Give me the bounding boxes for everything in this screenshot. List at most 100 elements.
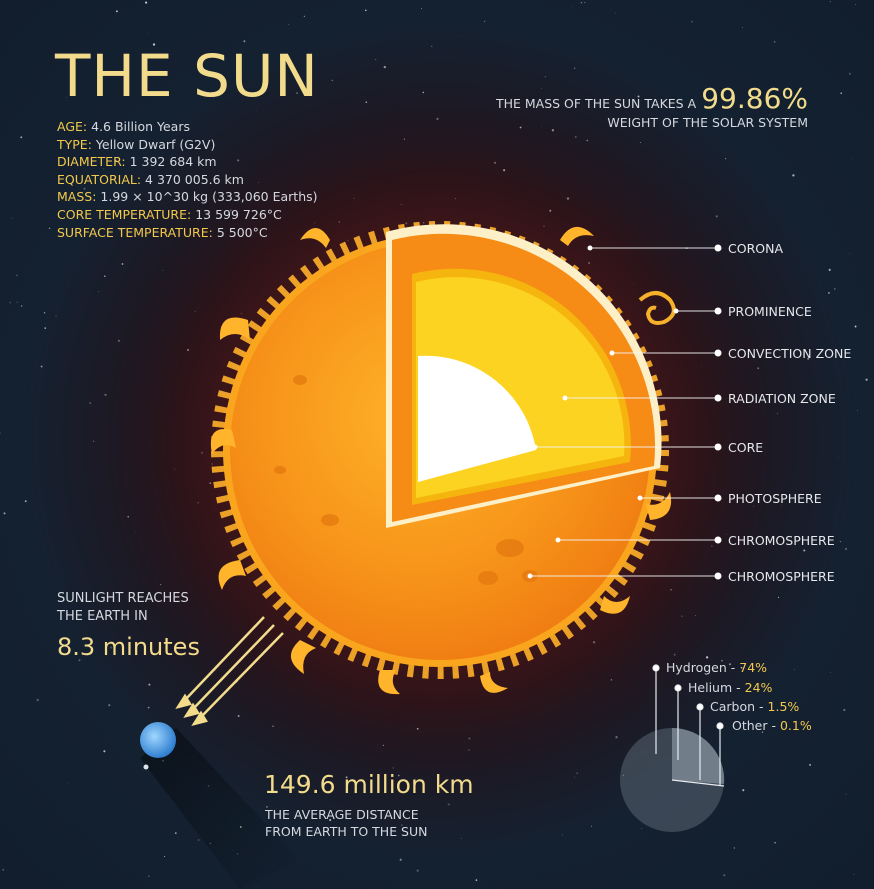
star: [83, 187, 86, 190]
star: [145, 1, 148, 4]
distance-line-1: THE AVERAGE DISTANCE: [265, 807, 419, 822]
fact-age: AGE: 4.6 Billion Years: [57, 118, 318, 136]
star: [331, 79, 334, 82]
star: [121, 263, 124, 265]
star: [16, 301, 18, 303]
mass-note-suffix: WEIGHT OF THE SOLAR SYSTEM: [607, 115, 808, 130]
star: [114, 159, 117, 162]
composition-element: Helium: [688, 680, 733, 695]
star: [397, 774, 400, 777]
star: [198, 839, 200, 841]
star: [853, 873, 855, 876]
star: [364, 9, 367, 12]
star: [769, 539, 771, 541]
star: [110, 646, 113, 649]
layer-leader-lines: [530, 247, 718, 577]
star: [640, 827, 642, 829]
distance-caption: THE AVERAGE DISTANCE FROM EARTH TO THE S…: [265, 806, 428, 840]
star: [20, 136, 23, 139]
prominence-swirl: [638, 291, 676, 325]
star: [774, 842, 776, 844]
star: [773, 41, 776, 43]
fact-key: AGE:: [57, 119, 88, 134]
star: [551, 129, 555, 132]
star: [255, 109, 257, 111]
star: [724, 157, 727, 160]
star: [775, 305, 777, 307]
star: [257, 887, 258, 889]
star: [104, 275, 106, 277]
star: [615, 736, 618, 739]
star: [740, 666, 743, 669]
star: [89, 402, 92, 405]
star: [848, 72, 851, 75]
star: [838, 456, 839, 458]
star: [129, 148, 131, 150]
leader-dots: [527, 244, 722, 580]
star: [67, 782, 68, 784]
star: [742, 789, 745, 792]
sunlight-line-1: SUNLIGHT REACHES: [57, 591, 189, 606]
star: [857, 410, 858, 412]
earth-shadow: [140, 728, 300, 889]
star: [794, 669, 796, 671]
star: [108, 704, 111, 707]
star: [803, 549, 806, 552]
label-core: CORE: [728, 440, 764, 455]
star: [118, 198, 120, 200]
composition-element: Hydrogen: [666, 660, 727, 675]
star: [840, 92, 842, 94]
star: [541, 126, 542, 128]
star: [104, 393, 107, 397]
star: [829, 1, 831, 3]
star: [573, 67, 576, 69]
star: [562, 834, 563, 836]
star: [484, 20, 486, 22]
star: [830, 671, 831, 673]
star: [92, 440, 95, 442]
star: [839, 541, 842, 543]
star: [116, 642, 118, 645]
star: [580, 1, 583, 4]
star: [827, 291, 830, 294]
star: [574, 776, 576, 778]
star: [148, 683, 151, 686]
star: [729, 663, 731, 666]
star: [791, 711, 793, 713]
star: [303, 15, 305, 17]
star: [304, 781, 307, 784]
star: [843, 708, 846, 712]
star: [345, 776, 348, 779]
star: [431, 45, 433, 47]
star: [571, 6, 573, 8]
star: [365, 101, 368, 104]
star: [586, 139, 589, 142]
star: [691, 21, 693, 23]
star: [855, 4, 857, 5]
star: [266, 806, 268, 808]
composition-element: Other: [732, 718, 768, 733]
fact-key: CORE TEMPERATURE:: [57, 206, 192, 222]
star: [78, 659, 81, 662]
star: [591, 825, 593, 827]
star: [61, 196, 63, 198]
fact-equatorial: EQUATORIAL: 4 370 005.6 km: [57, 171, 318, 189]
fact-core-temperature: CORE TEMPERATURE: 13 599 726°C: [57, 206, 318, 224]
label-chromosphere-2: CHROMOSPHERE: [728, 569, 835, 584]
star: [243, 40, 246, 43]
composition-helium: Helium - 24%: [688, 680, 773, 695]
star: [777, 596, 780, 599]
sunlight-line-2: THE EARTH IN: [57, 609, 148, 624]
star: [43, 312, 46, 314]
star: [544, 76, 547, 78]
star: [776, 412, 779, 415]
sunlight-arrows: [175, 616, 284, 726]
label-convection-zone: CONVECTION ZONE: [728, 346, 852, 361]
composition-percent: 74%: [739, 660, 768, 675]
label-prominence: PROMINENCE: [728, 304, 812, 319]
earth-planet-icon: [140, 722, 176, 758]
composition-carbon: Carbon - 1.5%: [710, 699, 800, 714]
star: [849, 253, 851, 255]
